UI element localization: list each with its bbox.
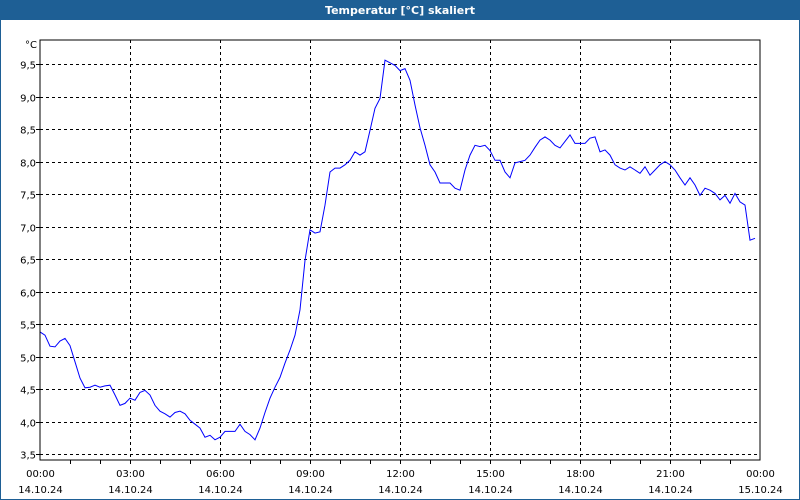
y-tick-label: 4,0 <box>20 419 36 430</box>
y-axis-unit: °C <box>25 40 37 51</box>
x-tick-date: 14.10.24 <box>18 485 63 496</box>
x-tick-date: 15.10.24 <box>738 485 783 496</box>
x-tick-date: 14.10.24 <box>648 485 693 496</box>
x-tick-time: 03:00 <box>116 469 145 480</box>
x-tick-time: 15:00 <box>476 469 505 480</box>
y-tick-label: 9,0 <box>20 94 36 105</box>
window-title: Temperatur [°C] skaliert <box>1 1 799 20</box>
y-tick-label: 5,5 <box>20 321 36 332</box>
x-tick-date: 14.10.24 <box>378 485 423 496</box>
x-tick-date: 14.10.24 <box>198 485 243 496</box>
x-tick-date: 14.10.24 <box>558 485 603 496</box>
y-tick-label: 6,5 <box>20 256 36 267</box>
x-tick-time: 21:00 <box>656 469 685 480</box>
y-tick-label: 8,5 <box>20 126 36 137</box>
y-tick-label: 7,0 <box>20 224 36 235</box>
x-tick-time: 00:00 <box>26 469 55 480</box>
grid <box>40 40 760 460</box>
x-tick-time: 09:00 <box>296 469 325 480</box>
x-tick-time: 00:00 <box>746 469 775 480</box>
y-tick-label: 8,0 <box>20 159 36 170</box>
x-tick-date: 14.10.24 <box>108 485 153 496</box>
x-tick-date: 14.10.24 <box>468 485 513 496</box>
y-tick-label: 3,5 <box>20 451 36 462</box>
y-tick-label: 9,5 <box>20 61 36 72</box>
y-tick-label: 4,5 <box>20 386 36 397</box>
series <box>39 59 756 441</box>
y-tick-label: 6,0 <box>20 289 36 300</box>
y-tick-label: 7,5 <box>20 191 36 202</box>
x-tick-time: 18:00 <box>566 469 595 480</box>
series-line-temperatur <box>39 59 756 441</box>
y-tick-label: 5,0 <box>20 354 36 365</box>
x-tick-time: 12:00 <box>386 469 415 480</box>
axes: 3,5 4,0 4,5 5,0 5,5 6,0 6,5 7,0 7,5 8,0 8,5 9,0 9,5 0… <box>18 61 783 497</box>
x-tick-time: 06:00 <box>206 469 235 480</box>
plot-frame <box>39 39 761 461</box>
x-tick-date: 14.10.24 <box>288 485 333 496</box>
